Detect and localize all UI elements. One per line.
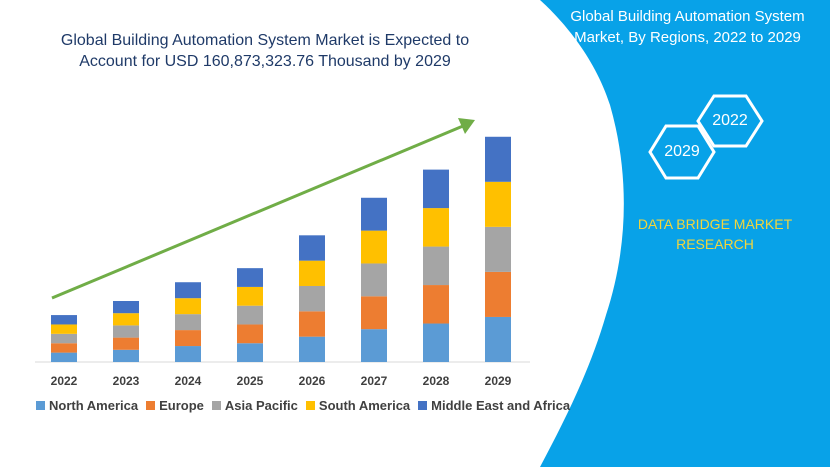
x-tick-label-2027: 2027 xyxy=(361,374,388,388)
right-panel xyxy=(540,0,830,467)
hexagon-2029 xyxy=(648,124,716,180)
bar-2022-north-america xyxy=(51,352,77,362)
legend-item-south-america: South America xyxy=(305,398,411,413)
bars-layer xyxy=(51,136,511,362)
bar-2028-europe xyxy=(423,285,449,324)
trend-arrow-line xyxy=(51,124,464,300)
bar-2024-asia-pacific xyxy=(175,314,201,331)
bar-2023-middle-east-and-africa xyxy=(113,301,139,314)
bar-2023-asia-pacific xyxy=(113,325,139,338)
bar-2022-asia-pacific xyxy=(51,333,77,344)
x-tick-label-2029: 2029 xyxy=(485,374,512,388)
hexagon-label-2029: 2029 xyxy=(664,143,700,160)
bar-2028-asia-pacific xyxy=(423,246,449,286)
legend-swatch xyxy=(418,401,428,410)
brand-line-2: RESEARCH xyxy=(676,236,754,252)
bar-2029-asia-pacific xyxy=(485,226,511,272)
x-tick-label-2024: 2024 xyxy=(175,374,202,388)
bar-2026-south-america xyxy=(299,260,325,286)
x-tick-labels: 2022 2023 2024 2025 2026 2027 2028 2029 xyxy=(51,374,512,388)
bar-2028-north-america xyxy=(423,323,449,362)
x-tick-label-2026: 2026 xyxy=(299,374,326,388)
brand-line-1: DATA BRIDGE MARKET xyxy=(637,216,793,232)
x-tick-label-2025: 2025 xyxy=(237,374,264,388)
bar-2025-asia-pacific xyxy=(237,305,263,325)
x-tick-label-2022: 2022 xyxy=(51,374,78,388)
hexagon-2022 xyxy=(696,94,764,148)
bar-2024-europe xyxy=(175,330,201,347)
bar-2028-middle-east-and-africa xyxy=(423,169,449,209)
bar-2026-north-america xyxy=(299,336,325,362)
chart-title: Global Building Automation System Market… xyxy=(20,30,510,72)
bar-2023-south-america xyxy=(113,313,139,326)
legend-swatch xyxy=(36,401,45,410)
x-tick-label-2028: 2028 xyxy=(423,374,450,388)
bar-2025-middle-east-and-africa xyxy=(237,268,263,287)
bar-2027-middle-east-and-africa xyxy=(361,197,387,231)
chart-title-line-1: Global Building Automation System Market… xyxy=(60,32,470,49)
bar-2023-north-america xyxy=(113,349,139,362)
bar-2024-south-america xyxy=(175,298,201,315)
legend-item-europe: Europe xyxy=(146,398,204,413)
bar-2022-middle-east-and-africa xyxy=(51,315,77,325)
x-tick-label-2023: 2023 xyxy=(113,374,140,388)
legend-label: North America xyxy=(49,398,139,413)
legend-swatch xyxy=(305,401,315,410)
bar-2029-south-america xyxy=(485,181,511,227)
bar-2027-north-america xyxy=(361,329,387,362)
panel-title-line-2: Market, By Regions, 2022 to 2029 xyxy=(574,29,801,46)
bar-2025-europe xyxy=(237,324,263,344)
bar-2025-south-america xyxy=(237,286,263,306)
legend-swatch xyxy=(211,401,221,410)
bar-2027-asia-pacific xyxy=(361,263,387,297)
legend-label: South America xyxy=(318,398,411,413)
bar-2026-asia-pacific xyxy=(299,285,325,312)
trend-arrow-head xyxy=(458,118,475,134)
legend-label: Middle East and Africa xyxy=(431,398,571,413)
bar-2026-europe xyxy=(299,311,325,337)
bar-2027-south-america xyxy=(361,230,387,264)
bar-2025-north-america xyxy=(237,343,263,362)
legend-item-north-america: North America xyxy=(36,398,138,413)
bar-2024-north-america xyxy=(175,346,201,362)
bar-2029-north-america xyxy=(485,316,511,362)
legend-swatch xyxy=(146,401,156,410)
bar-2024-middle-east-and-africa xyxy=(175,282,201,299)
chart-title-line-2: Account for USD 160,873,323.76 Thousand … xyxy=(79,53,451,70)
legend-label: Europe xyxy=(159,398,204,413)
legend-label: Asia Pacific xyxy=(224,398,298,413)
panel-title: Global Building Automation System Market… xyxy=(545,6,830,48)
bar-2028-south-america xyxy=(423,208,449,247)
legend-item-middle-east-and-africa: Middle East and Africa xyxy=(418,398,570,413)
bar-2022-south-america xyxy=(51,324,77,334)
bar-2029-europe xyxy=(485,271,511,317)
chart-legend: North America Europe Asia Pacific South Ame… xyxy=(36,398,570,413)
hexagon-label-2022: 2022 xyxy=(712,112,748,129)
bar-2029-middle-east-and-africa xyxy=(485,136,511,182)
bar-2026-middle-east-and-africa xyxy=(299,235,325,261)
panel-title-line-1: Global Building Automation System xyxy=(570,8,805,25)
bar-2023-europe xyxy=(113,337,139,350)
bar-2022-europe xyxy=(51,343,77,353)
bar-2027-europe xyxy=(361,296,387,330)
legend-item-asia-pacific: Asia Pacific xyxy=(211,398,298,413)
brand-text: DATA BRIDGE MARKET RESEARCH xyxy=(600,214,830,254)
